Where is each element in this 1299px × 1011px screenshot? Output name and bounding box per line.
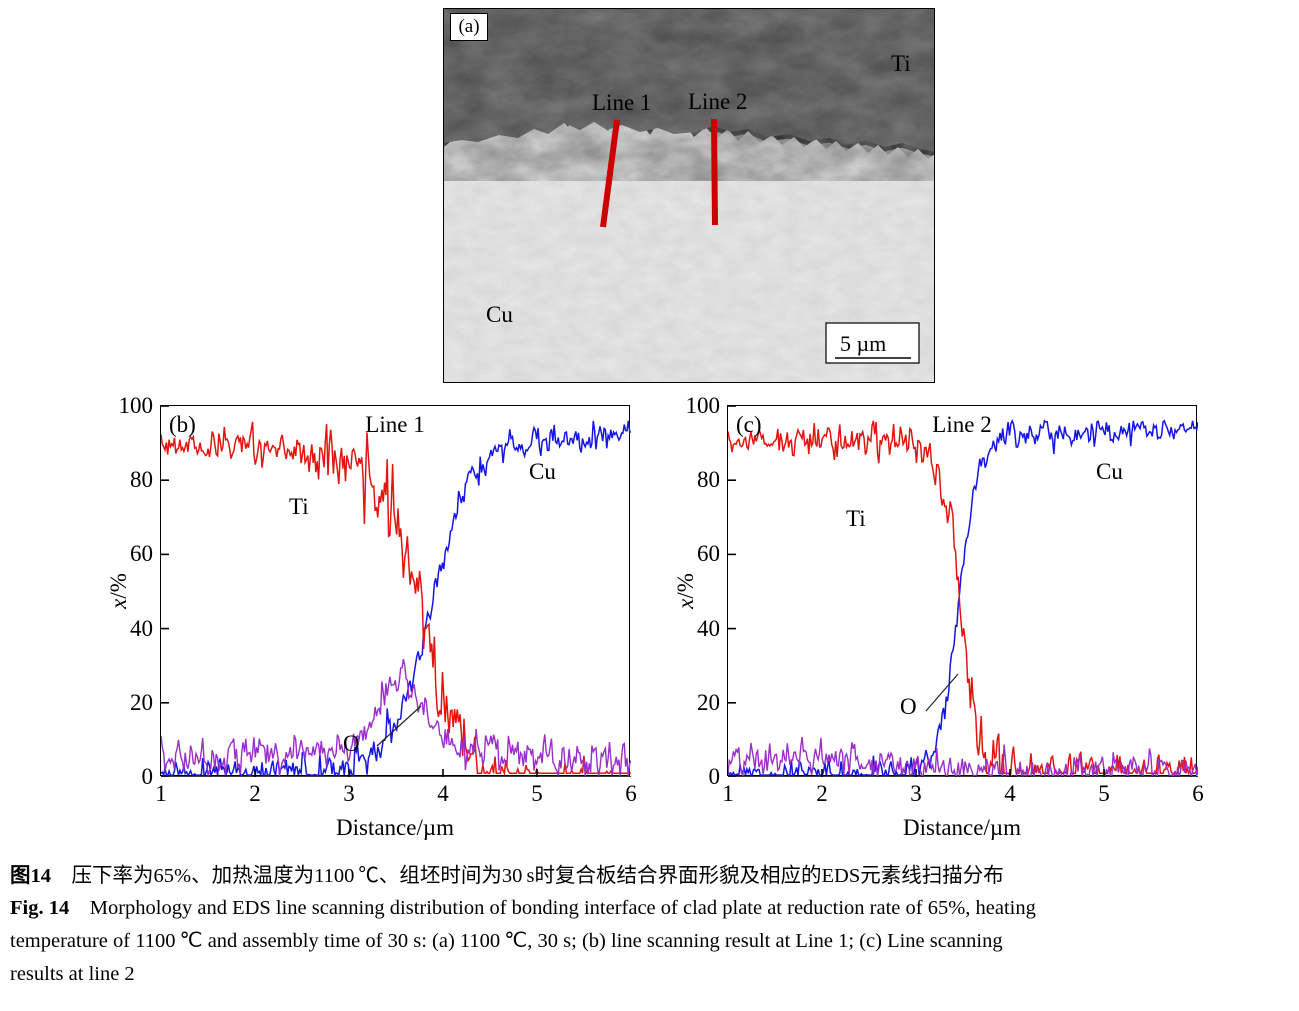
svg-text:Cu: Cu [486, 302, 513, 327]
svg-text:Line 2: Line 2 [688, 89, 747, 114]
svg-text:Ti: Ti [891, 51, 911, 76]
svg-text:5 µm: 5 µm [840, 331, 886, 356]
svg-text:Line 1: Line 1 [592, 90, 651, 115]
